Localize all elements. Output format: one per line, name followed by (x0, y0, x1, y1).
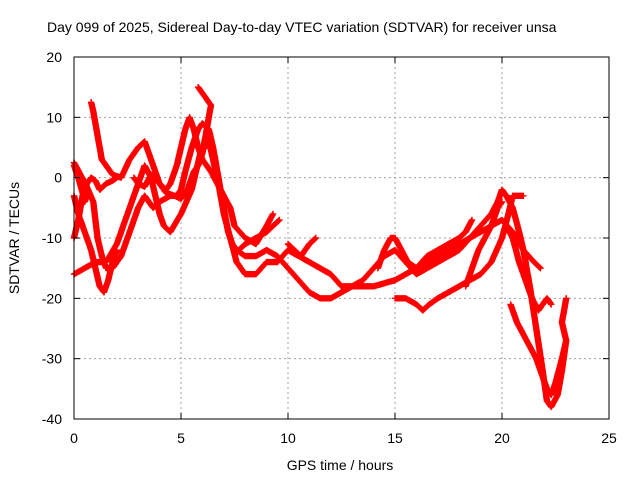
x-tick-labels: 0 5 10 15 20 25 (70, 430, 617, 446)
x-tick-label: 15 (387, 430, 403, 446)
x-tick-label: 10 (280, 430, 296, 446)
y-tick-label: 10 (46, 109, 62, 125)
y-tick-label: 20 (46, 49, 62, 65)
y-tick-labels: -40 -30 -20 -10 0 10 20 (42, 49, 62, 427)
series-track-g (235, 216, 283, 254)
data-point-markers (87, 99, 277, 248)
data-point-markers (503, 222, 555, 314)
series-track-l (503, 222, 555, 314)
data-point-markers (130, 84, 215, 202)
y-tick-label: -40 (42, 411, 62, 427)
y-axis-label: SDTVAR / TECUs (6, 182, 22, 294)
x-tick-label: 25 (601, 430, 617, 446)
y-tick-label: -10 (42, 230, 62, 246)
y-tick-label: 0 (54, 170, 62, 186)
series-track-m (507, 295, 570, 399)
x-tick-label: 20 (494, 430, 510, 446)
series-track-h (284, 234, 319, 260)
y-tick-label: -30 (42, 351, 62, 367)
marks-layer (70, 84, 570, 411)
chart-title: Day 099 of 2025, Sidereal Day-to-day VTE… (47, 19, 557, 35)
y-tick-label: -20 (42, 290, 62, 306)
ticks-layer (73, 56, 610, 420)
series-track-k (462, 198, 506, 290)
data-point-markers (507, 295, 570, 399)
data-point-markers (462, 198, 506, 290)
data-point-markers (284, 234, 319, 260)
x-tick-label: 0 (70, 430, 78, 446)
series-track-c (87, 99, 277, 248)
x-axis-label: GPS time / hours (287, 457, 394, 473)
series-track-e (130, 84, 215, 202)
series-track-i (374, 216, 476, 272)
data-point-markers (235, 216, 283, 254)
data-point-markers (374, 216, 476, 272)
x-tick-label: 5 (177, 430, 185, 446)
